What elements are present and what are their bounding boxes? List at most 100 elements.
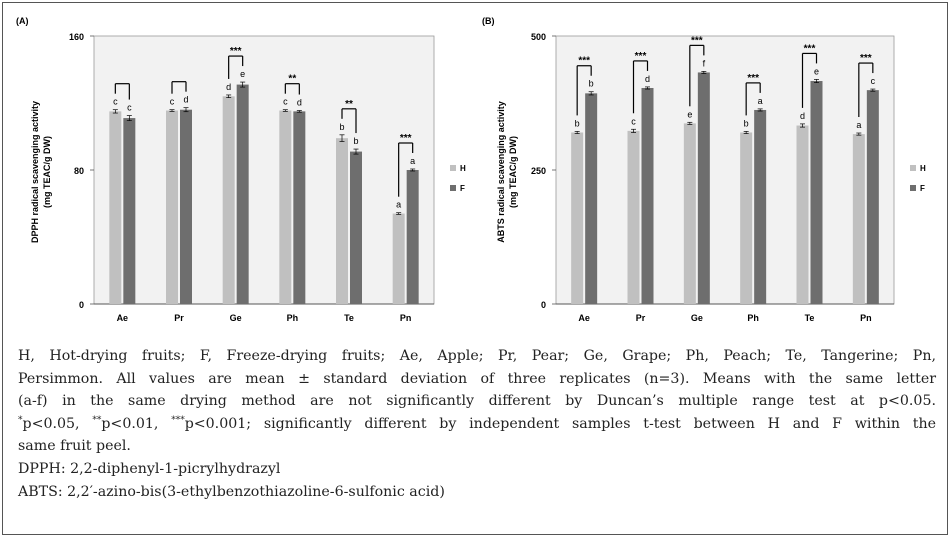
chart-b-xtick-Ph: Ph	[747, 313, 759, 323]
chart-b-legend-swatch-H	[910, 165, 916, 171]
chart-a-letter-F-Ae: c	[127, 103, 132, 113]
caption-p005: p<0.05,	[22, 415, 93, 432]
chart-b-bar-H-Ge	[683, 123, 696, 304]
chart-b-bar-F-Ph	[754, 109, 767, 304]
chart-b-bar-H-Te	[796, 125, 809, 305]
chart-a-letter-H-Ge: d	[226, 82, 231, 92]
chart-a-legend-swatch-F	[450, 185, 456, 191]
chart-b-bar-H-Ph	[740, 132, 753, 304]
chart-a-letter-H-Te: b	[339, 122, 344, 132]
chart-a-legend-label-F: F	[460, 184, 465, 193]
chart-a-bar-F-Pr	[180, 109, 192, 304]
chart-b-letter-F-Ge: f	[703, 58, 706, 68]
chart-a-ylabel-line1: DPPH radical scavenging activity	[30, 101, 40, 243]
chart-b-bar-F-Pn	[866, 90, 879, 304]
chart-a-letter-H-Ae: c	[113, 97, 118, 107]
chart-a-letter-F-Ge: e	[240, 69, 245, 79]
chart-a-significance-Ge: ***	[230, 46, 242, 57]
figure-caption: H, Hot-drying fruits; F, Freeze-drying f…	[18, 345, 936, 503]
caption-line-4: *p<0.05, **p<0.01, ***p<0.001; significa…	[18, 413, 936, 436]
chart-a-bar-H-Pr	[166, 110, 178, 304]
chart-b-letter-F-Pn: c	[871, 76, 876, 86]
chart-a-svg: (A) DPPH radical scavenging activity (mg…	[16, 16, 466, 323]
chart-b-xtick-Pr: Pr	[636, 313, 646, 323]
chart-b-legend-label-F: F	[920, 184, 925, 193]
chart-a-bar-H-Ge	[222, 96, 235, 304]
chart-a-significance-Te: **	[345, 99, 353, 110]
chart-b-svg: (B) ABTS radical scavenging activity (mg…	[482, 16, 926, 323]
chart-b-significance-Pr: ***	[635, 51, 647, 62]
chart-a-xtick-Ae: Ae	[117, 313, 129, 323]
chart-a-ytick-max: 160	[69, 32, 84, 42]
chart-a-ytick-mid: 80	[74, 166, 84, 176]
chart-b-letter-H-Ge: e	[687, 109, 692, 119]
chart-a-bar-H-Ph	[279, 110, 292, 304]
chart-b-ytick-min: 0	[541, 300, 546, 310]
chart-a-bar-H-Te	[336, 138, 348, 304]
chart-b-bar-H-Ae	[571, 132, 584, 304]
chart-panel-b: (B) ABTS radical scavenging activity (mg…	[476, 10, 946, 336]
chart-b-letter-F-Pr: d	[645, 74, 650, 84]
chart-b-xtick-Ae: Ae	[578, 313, 590, 323]
chart-b-xtick-Te: Te	[805, 313, 815, 323]
chart-a-plot-area	[93, 35, 435, 305]
chart-b-bar-F-Ae	[585, 93, 598, 305]
sig-star-2: **	[92, 415, 102, 426]
chart-a-letter-F-Pr: d	[183, 95, 188, 105]
chart-a-ytick-min: 0	[79, 300, 84, 310]
sig-star-1: *	[18, 415, 23, 426]
chart-b-legend-label-H: H	[920, 164, 926, 173]
chart-a-ylabel-line2: (mg TEAC/g DW)	[42, 136, 52, 208]
chart-b-yaxis-title: ABTS radical scavenging activity (mg TEA…	[496, 101, 518, 243]
panel-label-a: (A)	[16, 16, 29, 26]
chart-a-xtick-Pn: Pn	[400, 313, 412, 323]
chart-a-xtick-Ph: Ph	[287, 313, 299, 323]
chart-a-significance-Ph: **	[288, 74, 296, 85]
chart-a-xtick-Ge: Ge	[230, 313, 242, 323]
sig-star-3: ***	[171, 415, 185, 426]
chart-b-letter-F-Te: e	[814, 66, 819, 76]
chart-b-letter-H-Te: d	[800, 111, 805, 121]
chart-a-letter-F-Ph: d	[297, 98, 302, 108]
panel-label-b: (B)	[482, 16, 495, 26]
chart-b-significance-Ph: ***	[747, 73, 759, 84]
caption-p0001: p<0.001; significantly different by inde…	[184, 415, 936, 432]
chart-b-bar-H-Pr	[627, 130, 640, 304]
chart-b-letter-H-Ae: b	[575, 118, 580, 128]
chart-b-ylabel-line1: ABTS radical scavenging activity	[496, 101, 506, 243]
caption-p001: p<0.01,	[101, 415, 172, 432]
chart-a-bar-F-Ae	[123, 118, 136, 304]
chart-a-yaxis-title: DPPH radical scavenging activity (mg TEA…	[30, 101, 52, 243]
chart-a-bar-H-Pn	[392, 213, 405, 304]
chart-a-xtick-Te: Te	[344, 313, 354, 323]
chart-b-letter-F-Ae: b	[589, 79, 594, 89]
chart-b-bar-F-Pr	[641, 87, 654, 304]
chart-b-legend-swatch-F	[910, 185, 916, 191]
chart-a-bar-F-Ge	[236, 84, 249, 304]
chart-a-bar-F-Te	[350, 151, 362, 304]
chart-a-xtick-Pr: Pr	[174, 313, 184, 323]
chart-b-xtick-Ge: Ge	[691, 313, 703, 323]
chart-b-xtick-Pn: Pn	[860, 313, 872, 323]
caption-line-3: (a-f) in the same drying method are not …	[18, 393, 936, 410]
chart-b-bar-F-Te	[810, 81, 823, 304]
chart-b-significance-Ae: ***	[578, 56, 590, 67]
chart-a-letter-H-Pr: c	[170, 97, 175, 107]
chart-a-letter-H-Ph: c	[283, 97, 288, 107]
chart-b-significance-Pn: ***	[860, 53, 872, 64]
chart-b-ytick-mid: 250	[531, 166, 546, 176]
chart-b-ylabel-line2: (mg TEAC/g DW)	[508, 136, 518, 208]
chart-b-plot: Ae b b *** Pr c d *** Ge e f *** Ph b a *** Te d e *** Pn a c *…	[552, 35, 926, 323]
caption-line-1: H, Hot-drying fruits; F, Freeze-drying f…	[18, 348, 936, 364]
chart-a-legend-label-H: H	[460, 164, 466, 173]
chart-a-legend-swatch-H	[450, 165, 456, 171]
chart-b-bar-H-Pn	[852, 134, 865, 304]
caption-abts: ABTS: 2,2′-azino-bis(3-ethylbenzothiazol…	[18, 483, 445, 500]
chart-b-letter-F-Ph: a	[758, 96, 763, 106]
chart-b-plot-area	[555, 35, 895, 305]
chart-a-letter-F-Pn: a	[410, 156, 415, 166]
chart-b-letter-H-Pn: a	[856, 120, 861, 130]
chart-a-bar-F-Ph	[293, 111, 306, 304]
caption-line-2: Persimmon. All values are mean ± standar…	[18, 370, 936, 387]
